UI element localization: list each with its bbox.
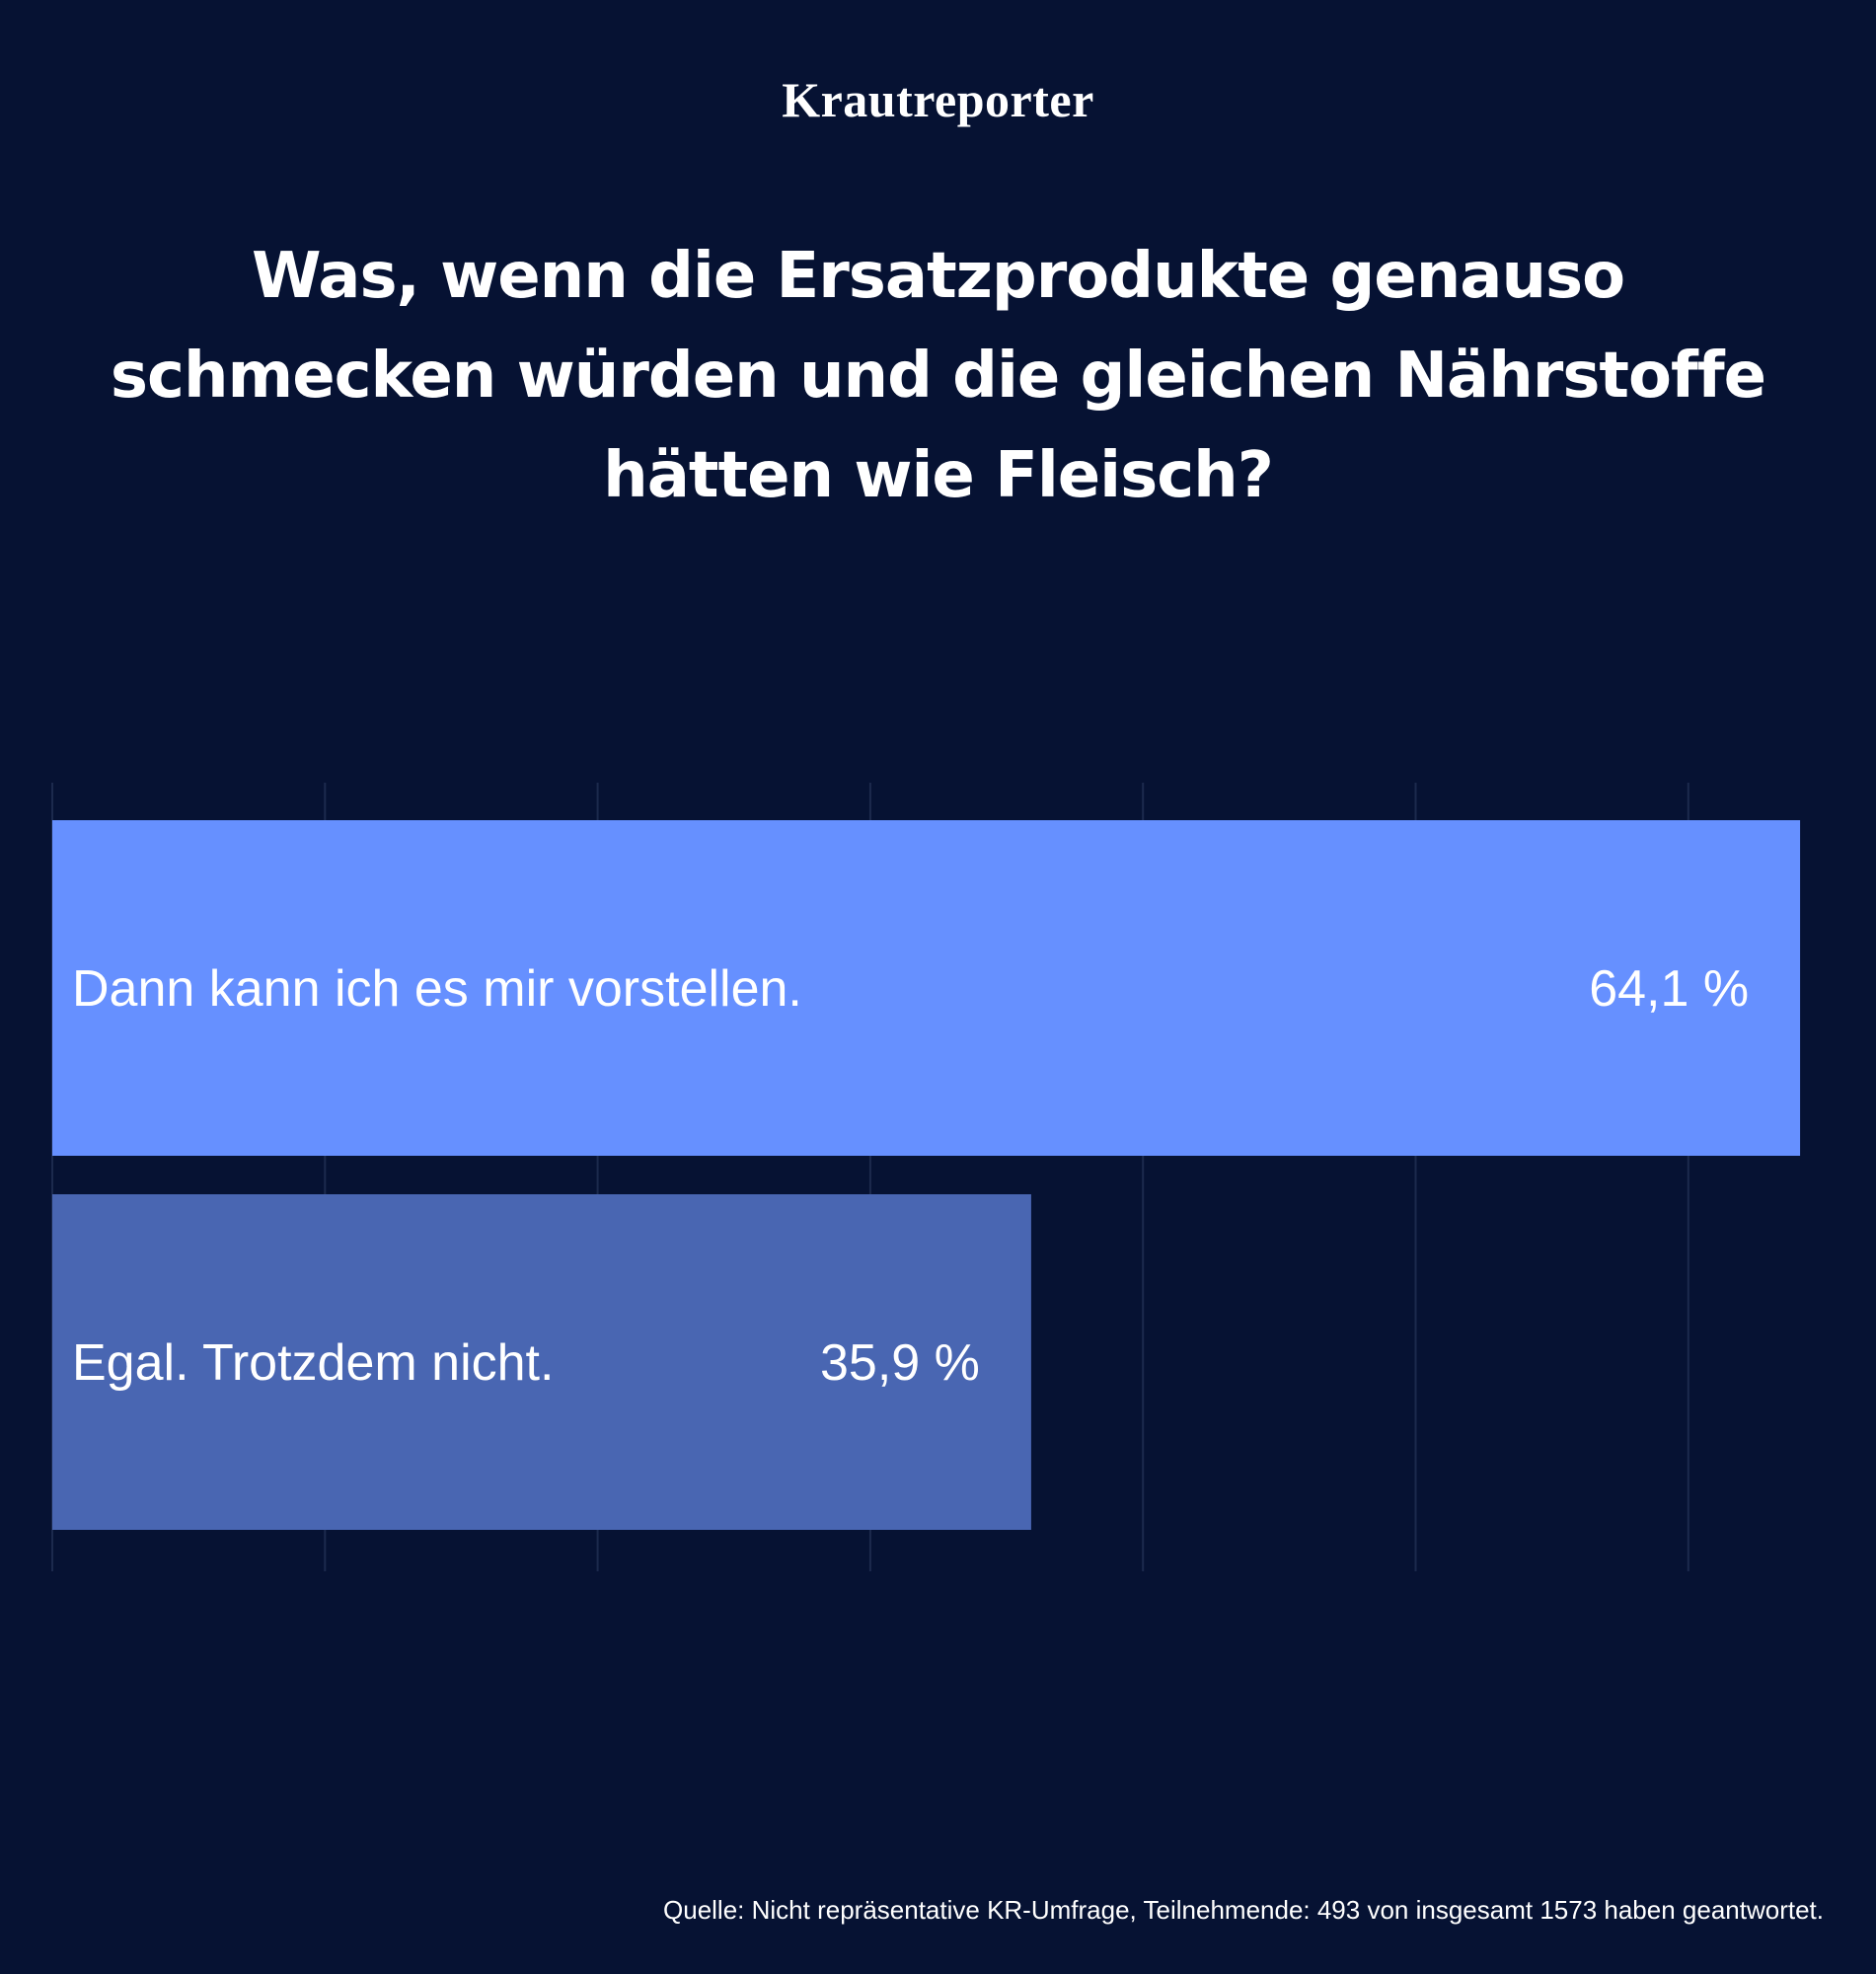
bar-labels: Dann kann ich es mir vorstellen. 64,1 % Eg… bbox=[72, 960, 1749, 1392]
bar-category-label-2: Egal. Trotzdem nicht. bbox=[72, 1334, 554, 1392]
brand-logo: Krautreporter bbox=[782, 72, 1094, 127]
source-note: Quelle: Nicht repräsentative KR-Umfrage,… bbox=[663, 1895, 1824, 1925]
bar-value-label-2: 35,9 % bbox=[820, 1334, 980, 1392]
chart-title: Was, wenn die Ersatzprodukte genauso sch… bbox=[110, 240, 1766, 512]
bar-2 bbox=[52, 1194, 1031, 1530]
bar-value-label-1: 64,1 % bbox=[1589, 960, 1749, 1018]
bars bbox=[52, 820, 1801, 1530]
bar-1 bbox=[52, 820, 1801, 1156]
bar-category-label-1: Dann kann ich es mir vorstellen. bbox=[72, 960, 802, 1018]
